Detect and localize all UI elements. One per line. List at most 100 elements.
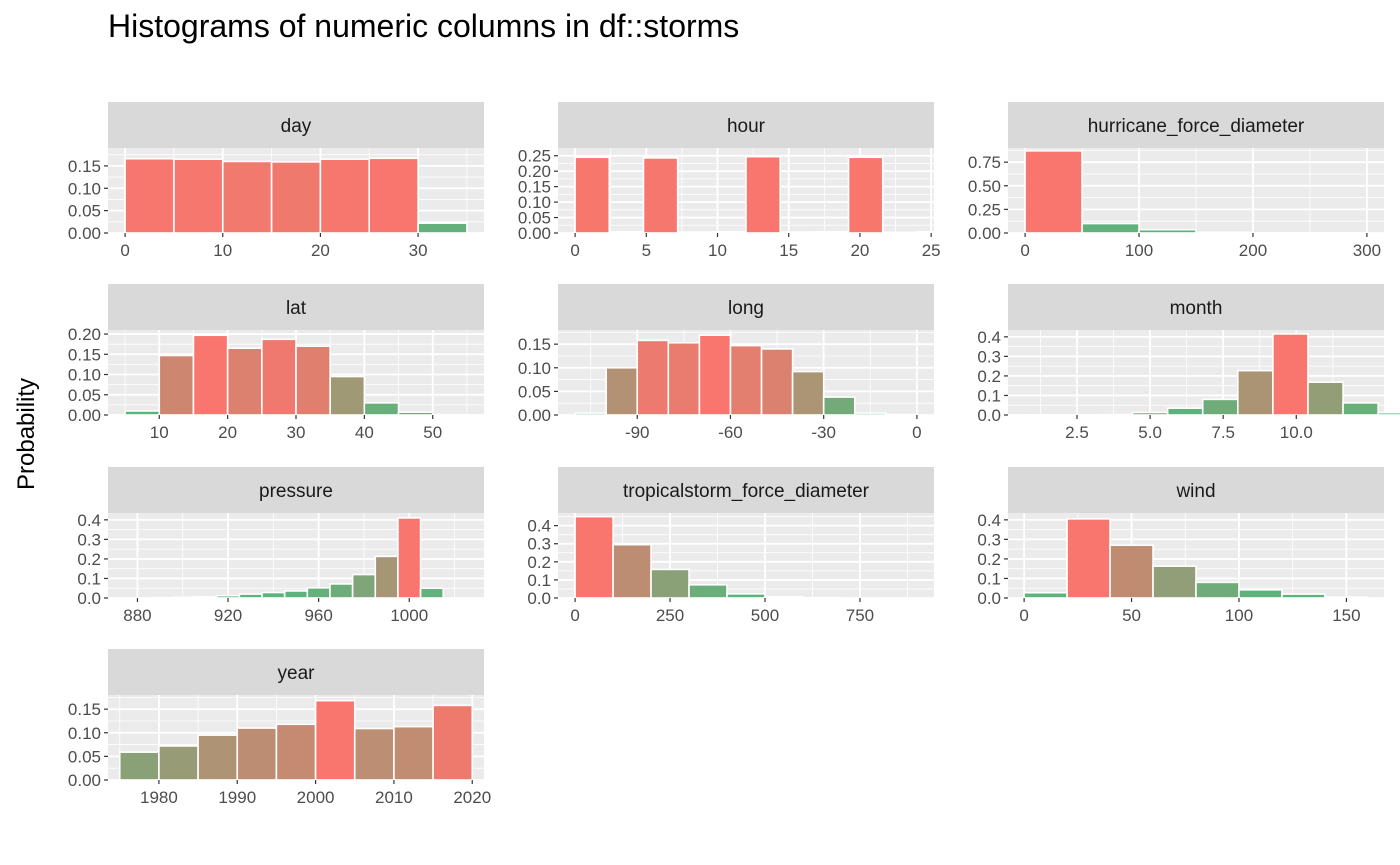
x-tick-label: 10.0 — [1280, 423, 1313, 442]
histogram-bar — [238, 593, 263, 599]
histogram-bar — [221, 160, 273, 234]
histogram-bar — [124, 157, 175, 234]
strip-background — [558, 102, 934, 148]
histogram-bar — [363, 402, 400, 416]
histogram-bar — [726, 593, 766, 599]
x-tick-label: 10 — [708, 241, 727, 260]
histogram-bar — [1166, 407, 1204, 416]
histogram-bar — [158, 745, 199, 781]
histogram-bar — [417, 222, 468, 234]
x-tick-label: 40 — [355, 423, 374, 442]
strip-label: hour — [727, 116, 766, 137]
histogram-bar — [667, 341, 701, 416]
histogram-bar — [192, 334, 229, 416]
y-tick-label: 0.05 — [518, 209, 551, 228]
y-tick-label: 0.0 — [527, 589, 551, 608]
y-tick-label: 0.0 — [77, 589, 101, 608]
strip-background — [108, 467, 484, 513]
y-tick-label: 0.10 — [518, 193, 551, 212]
histogram-bar — [1272, 333, 1309, 416]
histogram-bar — [374, 555, 399, 599]
histogram-bar — [853, 412, 887, 416]
histogram-bar — [1109, 544, 1154, 599]
histogram-bar — [650, 568, 690, 599]
x-tick-label: 200 — [1239, 241, 1267, 260]
y-tick-label: 0.50 — [968, 177, 1001, 196]
histogram-bar — [1024, 150, 1083, 234]
strip-label: day — [281, 116, 312, 137]
histogram-bar — [1281, 593, 1326, 599]
x-tick-label: -90 — [625, 423, 650, 442]
facet-panel-day: day 0.00 0.05 0.10 0.15 0 10 20 30 — [68, 102, 484, 260]
strip-background — [1008, 284, 1384, 330]
y-tick-label: 0.75 — [968, 153, 1001, 172]
histogram-bar — [1342, 402, 1379, 416]
strip-label: wind — [1175, 481, 1215, 502]
y-tick-label: 0.2 — [77, 550, 101, 569]
histogram-bar — [574, 412, 607, 416]
x-tick-label: 0 — [1019, 606, 1028, 625]
facet-panel-year: year 0.00 0.05 0.10 0.15 1980 1990 2000 2010 2020 — [68, 649, 491, 807]
y-tick-label: 0.05 — [518, 382, 551, 401]
histogram-bar — [275, 723, 317, 781]
y-tick-label: 0.00 — [68, 771, 101, 790]
x-tick-label: 880 — [123, 606, 151, 625]
histogram-bar — [351, 573, 377, 599]
histogram-bar — [574, 156, 611, 234]
histogram-bar — [432, 704, 474, 781]
histogram-bar — [170, 596, 195, 599]
histogram-bar — [1152, 565, 1197, 599]
histogram-bar — [283, 590, 309, 599]
y-tick-label: 0.2 — [527, 553, 551, 572]
histogram-bar — [173, 158, 224, 234]
histogram-bar — [688, 583, 728, 599]
strip-label: pressure — [259, 481, 333, 502]
histogram-bar — [329, 583, 354, 599]
y-tick-label: 0.25 — [518, 147, 551, 166]
histogram-bar — [916, 230, 952, 234]
histogram-bar — [1081, 222, 1140, 234]
x-tick-label: 2010 — [375, 788, 413, 807]
y-tick-label: 0.00 — [68, 224, 101, 243]
x-tick-label: 20 — [850, 241, 869, 260]
y-tick-label: 0.10 — [518, 359, 551, 378]
x-tick-label: 50 — [423, 423, 442, 442]
histogram-bar — [698, 334, 732, 416]
histogram-bar — [1023, 591, 1068, 599]
strip-background — [558, 284, 934, 330]
y-tick-label: 0.00 — [68, 406, 101, 425]
histogram-bar — [729, 344, 763, 416]
strip-background — [1008, 467, 1384, 513]
y-tick-label: 0.05 — [68, 747, 101, 766]
y-tick-label: 0.2 — [977, 550, 1001, 569]
histogram-bar — [612, 543, 652, 599]
histogram-bar — [314, 699, 356, 781]
x-tick-label: 20 — [311, 241, 330, 260]
histogram-bar — [745, 155, 781, 234]
x-tick-label: 2000 — [297, 788, 335, 807]
histogram-bar — [270, 161, 322, 234]
x-tick-label: 100 — [1225, 606, 1253, 625]
x-tick-label: 5.0 — [1138, 423, 1162, 442]
y-tick-label: 0.00 — [518, 224, 551, 243]
y-tick-label: 0.20 — [68, 325, 101, 344]
x-tick-label: 2.5 — [1065, 423, 1089, 442]
histogram-bar — [226, 347, 263, 416]
histogram-bar — [574, 515, 614, 599]
histogram-bar — [158, 354, 195, 416]
facet-panel-long: long 0.00 0.05 0.10 0.15 -90 -60 -30 0 — [518, 284, 934, 442]
strip-label: year — [278, 663, 316, 684]
x-tick-label: 250 — [656, 606, 684, 625]
y-tick-label: 0.4 — [527, 517, 551, 536]
y-tick-label: 0.15 — [68, 345, 101, 364]
facet-panel-lat: lat 0.000.050.10 0.150.20 10 20 30 40 50 — [68, 284, 484, 442]
histogram-bar — [676, 231, 713, 234]
histogram-bar — [1195, 231, 1254, 234]
histogram-bar — [306, 587, 331, 599]
histogram-bar — [368, 157, 419, 234]
histogram-bar — [779, 231, 816, 234]
histogram-bar — [950, 231, 987, 234]
histogram-bar — [197, 734, 239, 781]
x-tick-label: 0 — [570, 606, 579, 625]
